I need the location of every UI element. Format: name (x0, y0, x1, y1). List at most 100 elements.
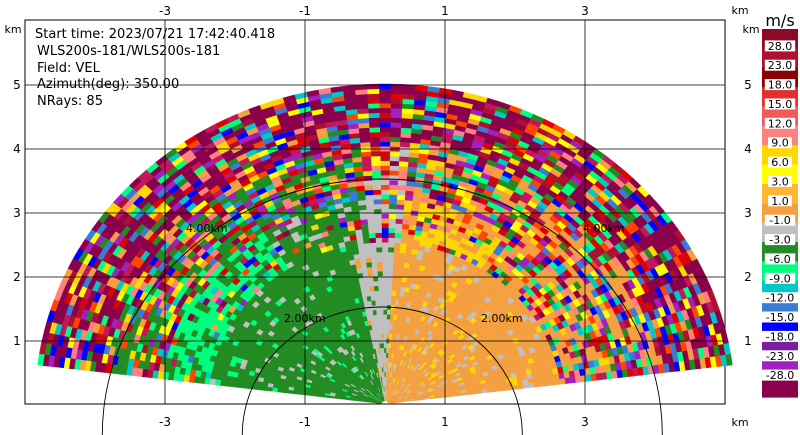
radar-gate (397, 170, 408, 177)
radar-gate (383, 314, 387, 320)
radar-gate (382, 271, 388, 277)
radar-gate (393, 251, 400, 258)
radar-gate (378, 294, 384, 301)
radar-gate (398, 257, 405, 263)
radar-gate (357, 122, 370, 129)
radar-gate (381, 256, 389, 262)
radar-gate (401, 223, 410, 230)
radar-gate (385, 357, 388, 363)
radar-gate (548, 379, 556, 386)
radar-gate (389, 150, 400, 157)
radar-gate (381, 227, 389, 234)
radar-gate (386, 323, 390, 330)
radar-gate (388, 198, 397, 205)
radar-gate (388, 213, 397, 219)
radar-gate (401, 108, 414, 115)
radar-gate (387, 261, 394, 267)
radar-gate (397, 261, 405, 268)
radar-gate (386, 299, 392, 306)
radar-gate (381, 237, 389, 243)
radar-gate (396, 281, 402, 287)
radar-gate (395, 204, 405, 210)
radar-gate (379, 314, 384, 320)
radar-gate (386, 318, 391, 325)
radar-gate (369, 290, 375, 297)
radar-gate (386, 285, 393, 291)
radar-gate (395, 290, 401, 297)
velocity-field (37, 83, 733, 404)
radar-gate (377, 285, 384, 291)
radar-gate (396, 199, 405, 206)
radar-gate (361, 156, 372, 162)
radar-gate (363, 247, 371, 254)
radar-gate (342, 84, 356, 92)
radar-gate (372, 189, 382, 195)
radar-gate (390, 290, 397, 296)
radar-gate (392, 261, 399, 268)
radar-gate (364, 189, 374, 196)
radar-gate (400, 132, 412, 139)
radar-gate (361, 228, 369, 235)
radar-gate (388, 203, 397, 210)
radar-gate (367, 271, 374, 278)
radar-gate (372, 194, 382, 200)
radar-gate (390, 117, 402, 124)
radar-gate (362, 165, 372, 172)
radar-gate (390, 93, 404, 100)
radar-gate (388, 333, 392, 339)
radar-gate (380, 333, 384, 339)
radar-gate (368, 237, 376, 244)
radar-gate (382, 285, 388, 291)
radar-gate (383, 343, 387, 349)
radar-gate (388, 179, 399, 186)
radar-gate (399, 136, 411, 143)
radar-gate (387, 270, 393, 277)
radar-gate (391, 280, 397, 287)
radar-gate (554, 378, 561, 386)
radar-gate (366, 213, 375, 220)
radar-gate (398, 156, 409, 162)
radar-gate (389, 160, 400, 167)
radar-gate (386, 290, 392, 296)
radar-gate (364, 194, 374, 201)
radar-gate (378, 98, 392, 104)
radar-gate (363, 180, 373, 186)
radar-gate (366, 88, 380, 95)
radar-gate (378, 93, 392, 99)
radar-gate (386, 333, 390, 339)
radar-gate (368, 126, 381, 133)
radar-gate (394, 237, 402, 244)
radar-gate (400, 122, 413, 129)
radar-gate (389, 319, 394, 325)
radar-gate (363, 242, 371, 249)
radar-gate (400, 117, 413, 124)
radar-gate (361, 267, 368, 274)
radar-gate (376, 256, 383, 263)
radar-gate (399, 247, 407, 254)
radar-gate (357, 117, 370, 124)
radar-gate (357, 248, 365, 255)
radar-gate (395, 213, 404, 220)
radar-gate (380, 323, 384, 330)
radar-gate (392, 271, 398, 277)
radar-gate (394, 295, 400, 302)
radar-gate (399, 141, 411, 148)
radar-gate (398, 160, 409, 167)
radar-gate (388, 194, 398, 200)
radar-gate (375, 237, 383, 243)
radar-gate (381, 246, 389, 253)
radar-gate (359, 214, 368, 221)
radar-gate (390, 122, 402, 128)
radar-gate (386, 314, 391, 320)
radar-gate (386, 309, 391, 315)
radar-gate (358, 204, 367, 211)
radar-gate (371, 261, 378, 268)
radar-gate (373, 198, 382, 205)
radar-gate (391, 285, 397, 292)
radar-gate (395, 285, 402, 292)
radar-gate (365, 261, 373, 268)
radar-gate (389, 170, 399, 176)
radar-gate (379, 112, 391, 118)
radar-gate (377, 280, 383, 287)
radar-gate (386, 328, 390, 334)
